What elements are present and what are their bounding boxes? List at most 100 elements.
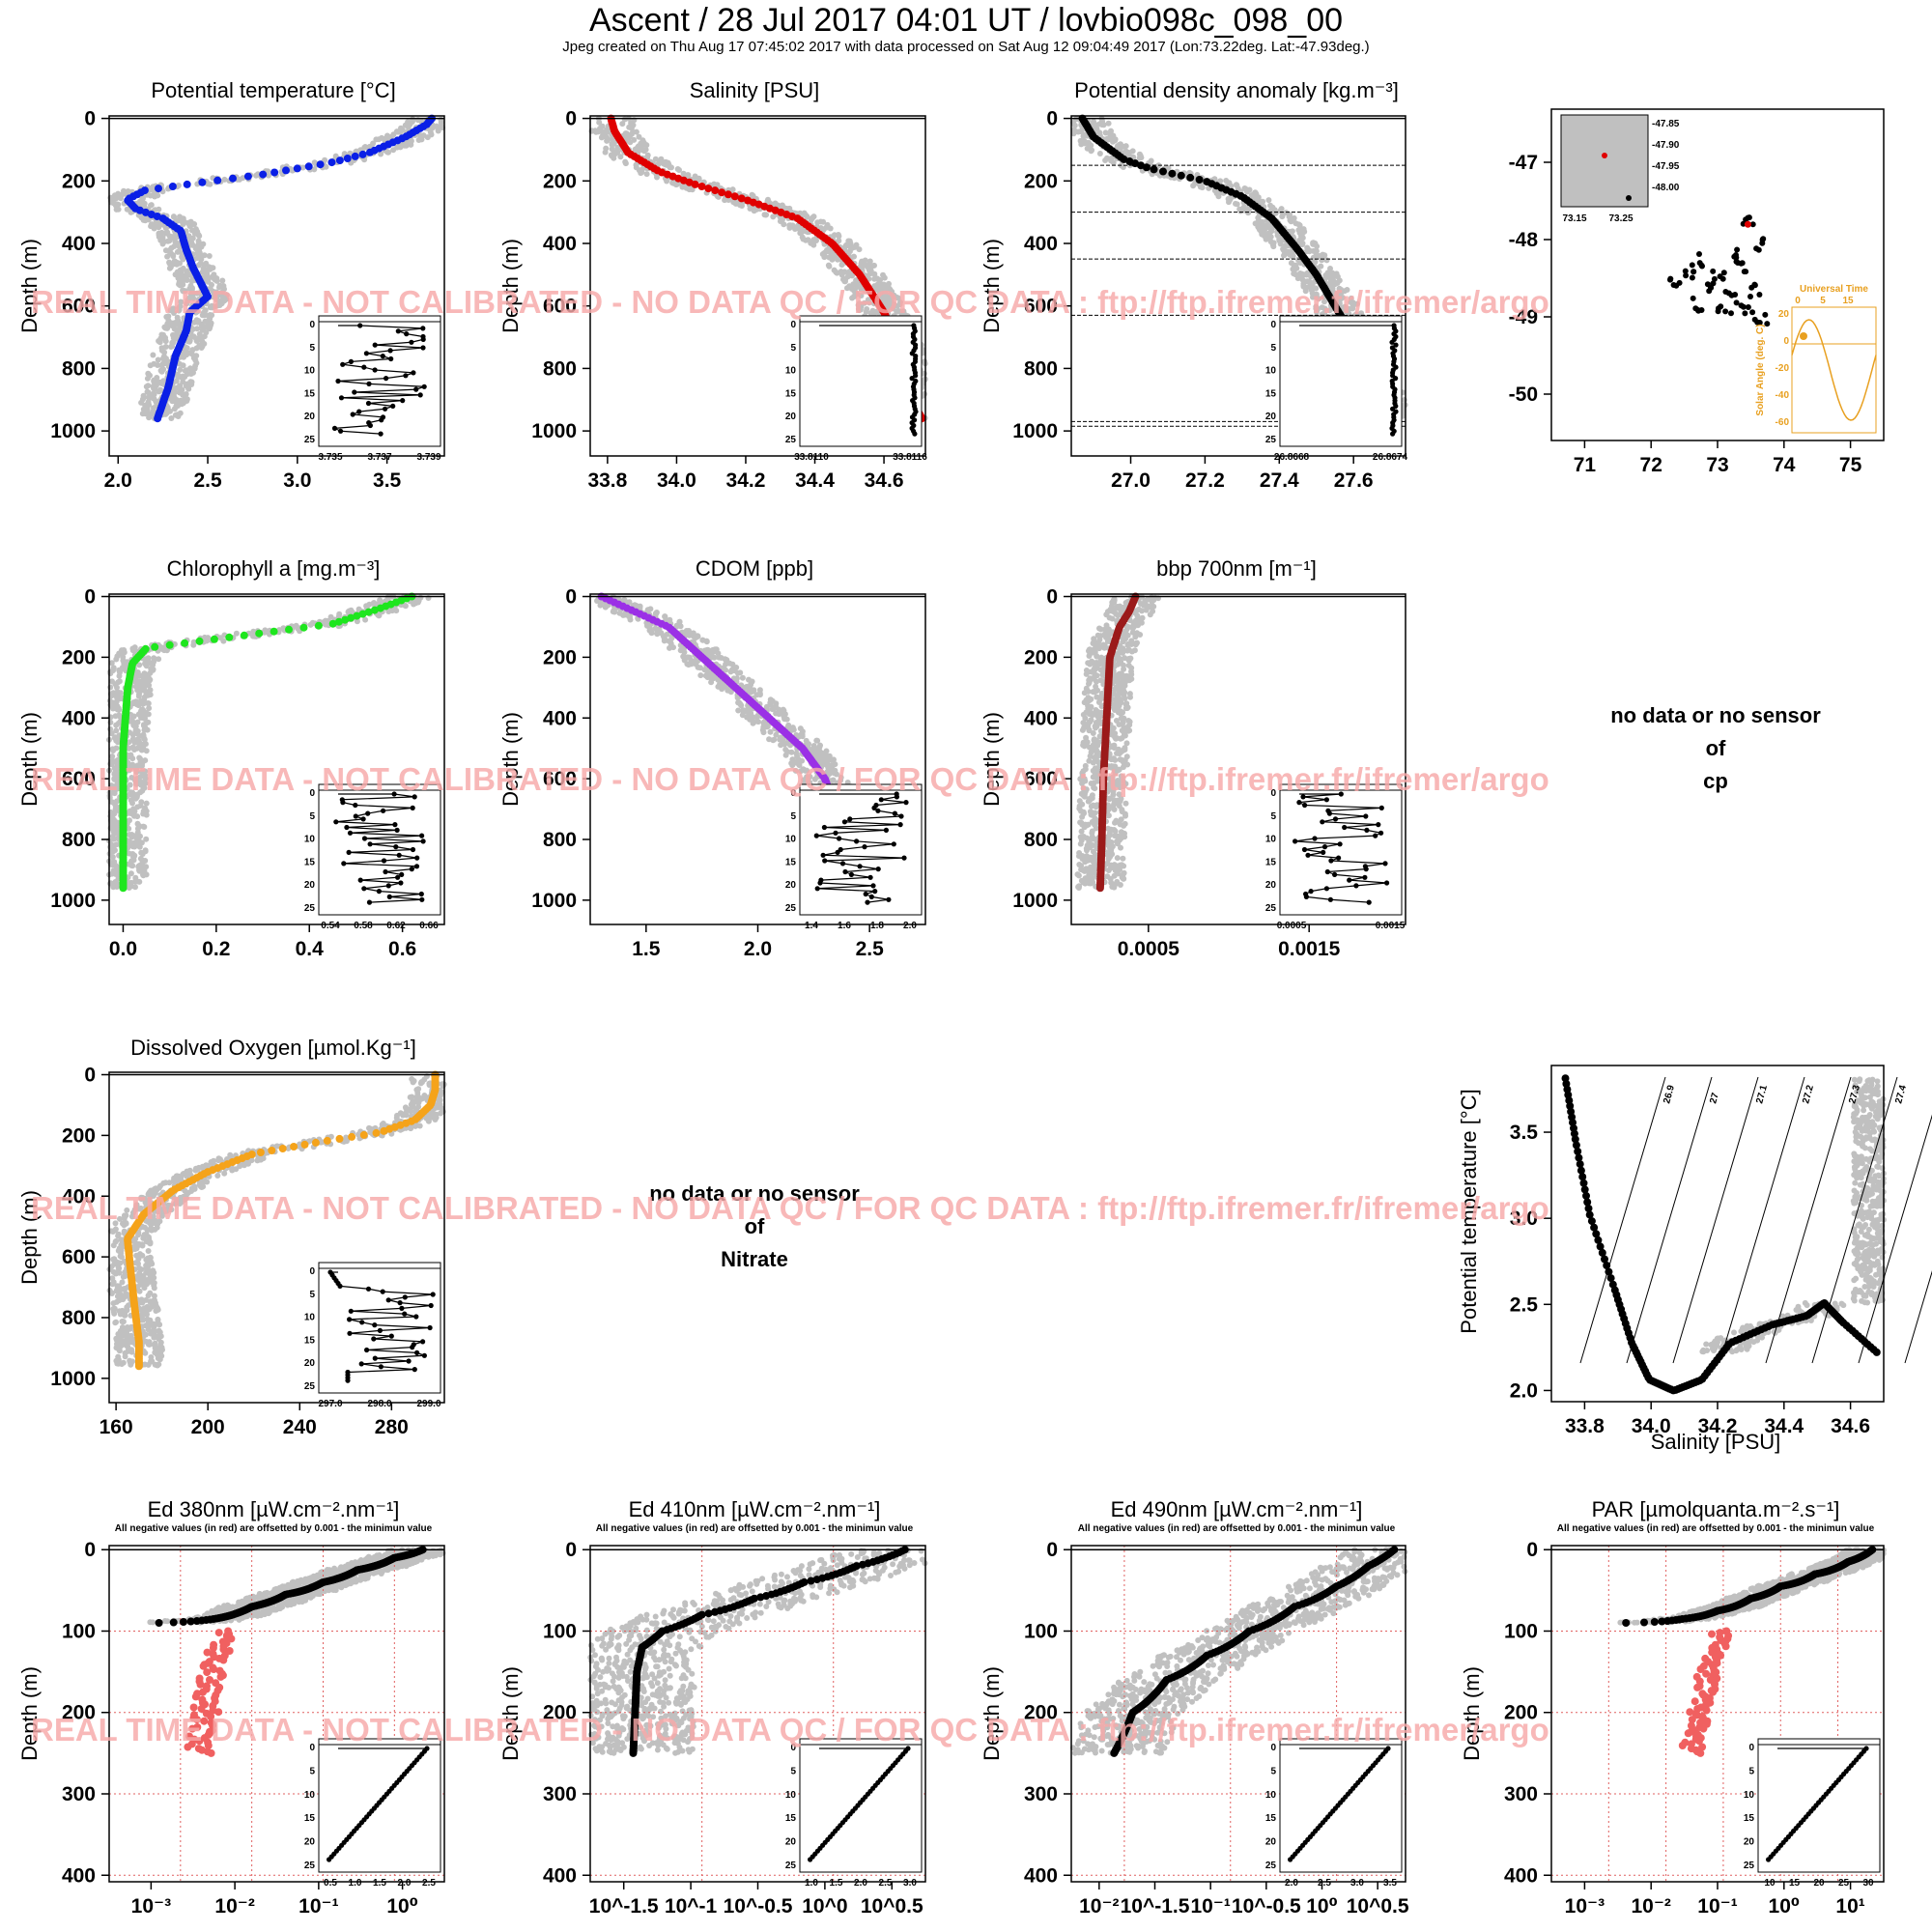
temp-history-point	[163, 314, 170, 320]
temp-inset-point	[331, 425, 338, 431]
map-track-point	[1682, 268, 1689, 274]
chl-profile-point	[255, 629, 264, 638]
chl-history-point	[128, 879, 134, 886]
chl-history-point	[137, 803, 144, 809]
ed490-note: All negative values (in red) are offsett…	[1078, 1523, 1396, 1534]
dens-history-point	[1251, 190, 1258, 197]
dens-inset-xtick-label: 26.8668	[1274, 452, 1310, 463]
map-track-point	[1762, 311, 1769, 318]
temp-history-point	[157, 367, 164, 374]
bbp-title: bbp 700nm [m⁻¹]	[1156, 556, 1317, 581]
chl-history-point	[110, 690, 117, 696]
cp-nodata-line2: of	[1706, 736, 1726, 760]
dens-history-point	[1102, 157, 1109, 163]
temp-inset-point	[380, 354, 385, 359]
sal-history-point	[673, 182, 679, 188]
chl-history-point	[402, 603, 409, 610]
sal-history-point	[849, 244, 856, 251]
temp-history-point	[200, 309, 207, 316]
temp-history-point	[178, 298, 185, 305]
sal-history-point	[627, 133, 633, 140]
dens-history-point	[1291, 270, 1297, 277]
temp-history-point	[159, 360, 166, 367]
temp-history-point	[201, 333, 208, 340]
chl-history-point	[147, 676, 154, 683]
temp-profile-point	[327, 158, 336, 167]
chl-ytick-label: 1000	[50, 890, 96, 912]
chl-history-point	[145, 700, 152, 707]
map-sun-ytick-label: -40	[1776, 390, 1790, 401]
temp-profile-point	[366, 148, 374, 156]
map-track-point	[1696, 251, 1702, 257]
chl-history-point	[137, 855, 144, 862]
temp-history-point	[390, 147, 397, 154]
chl-history-point	[220, 638, 227, 644]
temp-inset-line	[340, 430, 382, 435]
sal-inset-frame	[799, 315, 923, 447]
temp-history-point	[202, 318, 209, 325]
chl-inset-ytick-label: 5	[309, 811, 315, 822]
dens-ytick-label: 0	[1046, 108, 1058, 130]
temp-profile-point	[316, 160, 325, 169]
temp-profile-point	[270, 168, 279, 177]
dens-profile-point	[1159, 167, 1167, 176]
temp-history-point	[403, 142, 410, 149]
dens-xtick-label: 27.0	[1111, 469, 1151, 492]
sal-history-point	[747, 206, 753, 212]
map-track-point	[1710, 268, 1717, 274]
map-track-point	[1667, 275, 1674, 282]
map-sun-xtick-label: 5	[1820, 296, 1826, 306]
temp-history-point	[155, 356, 161, 363]
sal-history-point	[871, 262, 877, 269]
temp-history-point	[188, 349, 195, 355]
map-xtick-label: 73	[1706, 454, 1728, 476]
dens-profile-point	[1150, 165, 1158, 174]
chl-history-point	[147, 687, 154, 694]
chl-history-point	[143, 720, 150, 726]
dens-inset-ytick-label: 20	[1265, 412, 1277, 422]
map-track-point	[1732, 292, 1739, 298]
dens-inset-point	[1390, 431, 1396, 437]
temp-history-point	[168, 323, 175, 328]
chl-inset-ytick-label: 20	[304, 880, 316, 891]
sal-panel: 33.8 34.0 34.2 34.4 34.602004006008001000Dep…	[498, 108, 928, 492]
temp-profile-point	[259, 170, 268, 179]
temp-profile-point	[304, 162, 313, 171]
map-inset-position	[1602, 153, 1607, 158]
sal-profile-point	[718, 188, 726, 197]
temp-history-point	[191, 365, 198, 372]
chl-history-point	[132, 698, 139, 705]
chl-history-point	[108, 702, 115, 709]
sal-history-point	[643, 171, 650, 178]
dens-history-point	[1245, 210, 1252, 216]
sal-history-point	[636, 167, 642, 174]
map-sun-title: Universal Time	[1800, 284, 1868, 295]
chl-history-point	[110, 848, 117, 855]
temp-history-point	[206, 326, 213, 332]
temp-inset-line	[366, 353, 384, 357]
temp-inset-line	[341, 394, 421, 399]
temp-history-point	[187, 379, 194, 385]
dens-history-point	[1096, 129, 1103, 136]
temp-history-point	[203, 260, 210, 267]
temp-history-point	[174, 259, 181, 266]
dens-history-point	[1265, 197, 1272, 204]
chl-profile-point	[225, 633, 234, 641]
chl-history-point	[109, 833, 116, 839]
temp-profile-point	[243, 172, 252, 181]
map-ytick-label: -47	[1509, 152, 1538, 174]
dens-history-point	[1401, 397, 1407, 403]
temp-history-point	[144, 407, 151, 413]
temp-history-point	[171, 243, 178, 249]
sal-ytick-label: 1000	[531, 420, 577, 442]
temp-history-point	[144, 375, 151, 382]
temp-profile-point	[198, 178, 207, 186]
map-track-point	[1756, 292, 1763, 298]
dens-history-point	[1280, 245, 1287, 252]
temp-history-point	[186, 223, 193, 230]
chl-inset-ytick-label: 15	[304, 857, 316, 867]
chl-history-point	[113, 841, 120, 848]
temp-profile	[124, 114, 436, 423]
dens-history-point	[1148, 157, 1154, 164]
